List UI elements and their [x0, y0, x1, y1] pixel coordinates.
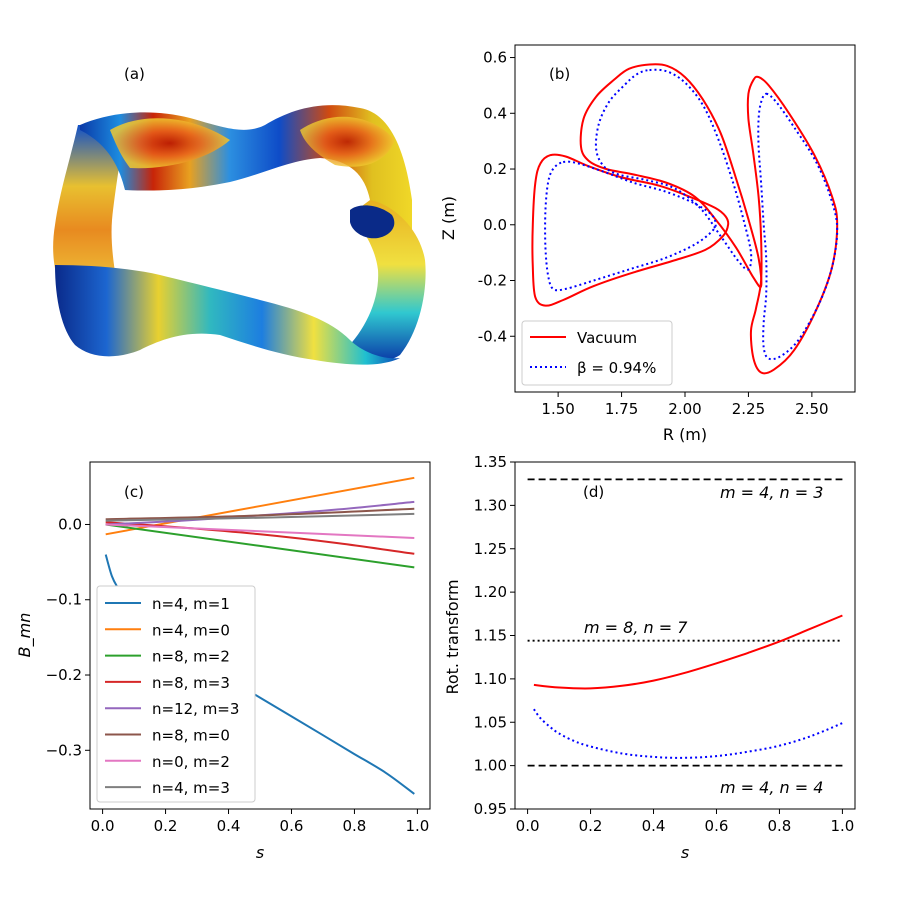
- chart-d-x-tick-label: 0.8: [768, 817, 792, 835]
- chart-d-x-tick-label: 0.4: [642, 817, 666, 835]
- surface-bottom-segment: [55, 265, 400, 365]
- chart-b-x-tick-label: 2.50: [795, 400, 828, 418]
- chart-c: 0.0 0.2 0.4 0.6 0.8 1.00.0−0.1−0.2−0.3 (c) s …: [15, 461, 431, 862]
- surface-hotspot-left: [110, 118, 230, 169]
- chart-d-ref-label-4-3: m = 4, n = 3: [720, 483, 823, 502]
- chart-d-y-tick-label: 1.15: [474, 627, 507, 645]
- stellarator-surface-illustration: [53, 105, 426, 365]
- chart-c-x-tick-label: 0.6: [280, 817, 304, 835]
- chart-b-series-vacuum-curve-2: [746, 75, 839, 375]
- chart-c-ticks: 0.0 0.2 0.4 0.6 0.8 1.0 0.0 −0.1 −0.2 −0.3: [46, 515, 430, 835]
- chart-c-frame: [89, 461, 431, 810]
- chart-b-series-beta-curve-2: [757, 92, 839, 361]
- chart-d-xlabel: s: [681, 843, 689, 862]
- chart-c-series-line: [105, 523, 415, 569]
- chart-d-y-tick-label: 1.35: [474, 453, 507, 471]
- chart-b-y-tick-label: 0.2: [483, 160, 507, 178]
- chart-c-legend-box: [96, 585, 256, 803]
- chart-d-x-tick-label: 0.2: [579, 817, 603, 835]
- chart-b-legend-vacuum: Vacuum: [577, 329, 637, 347]
- chart-d-ref-label-8-7: m = 8, n = 7: [584, 618, 688, 637]
- chart-c-legend-entry: n=4, m=3: [152, 779, 230, 797]
- chart-b-y-tick-label: -0.4: [478, 327, 507, 345]
- panel-a-label: (a): [124, 65, 145, 83]
- chart-b: 1.50 1.75 2.00 2.25 2.50 0.6 0.4 0.2 0.0 -0.2 -0.4…: [439, 44, 856, 444]
- chart-d-ticks: 0.0 0.2 0.4 0.6 0.8 1.0 1.35 1.30 1.25 1.20 1.15 1.…: [474, 453, 855, 835]
- chart-b-series-beta-curve-1: [544, 160, 717, 292]
- surface-left-segment: [53, 125, 125, 300]
- chart-d: 0.0 0.2 0.4 0.6 0.8 1.0 1.35 1.30 1.25 1.20 1.15 1.…: [443, 453, 856, 862]
- surface-twist-end: [350, 205, 395, 239]
- chart-b-xlabel: R (m): [663, 425, 707, 444]
- chart-b-x-tick-label: 2.00: [668, 400, 701, 418]
- chart-d-y-tick-label: 0.95: [474, 800, 507, 818]
- chart-b-plot-area: [531, 63, 839, 375]
- chart-c-legend-entry: n=8, m=0: [152, 727, 230, 745]
- chart-b-y-tick-label: 0.6: [483, 49, 507, 67]
- chart-c-legend-entry: n=12, m=3: [152, 700, 239, 718]
- chart-c-y-tick-label: −0.3: [46, 741, 82, 759]
- chart-d-x-tick-label: 0.6: [705, 817, 729, 835]
- chart-d-series-beta: [533, 708, 843, 759]
- chart-c-y-tick-label: −0.2: [46, 666, 82, 684]
- chart-c-series-line: [105, 507, 415, 521]
- chart-b-series-vacuum-curve-0: [579, 63, 763, 289]
- chart-c-y-tick-label: 0.0: [58, 515, 82, 533]
- chart-d-y-tick-label: 1.00: [474, 757, 507, 775]
- chart-b-y-tick-label: -0.2: [478, 272, 507, 290]
- chart-d-y-tick-label: 1.20: [474, 583, 507, 601]
- chart-c-series-line: [105, 512, 415, 522]
- chart-b-x-tick-label: 2.25: [732, 400, 765, 418]
- chart-d-ylabel: Rot. transform: [443, 579, 462, 694]
- chart-b-x-tick-label: 1.50: [541, 400, 574, 418]
- chart-d-y-tick-label: 1.30: [474, 496, 507, 514]
- surface-right-segment: [345, 200, 426, 362]
- chart-b-x-tick-label: 1.75: [605, 400, 638, 418]
- chart-d-panel-label: (d): [583, 483, 604, 501]
- chart-c-legend-entry: n=4, m=1: [152, 595, 230, 613]
- surface-hotspot-right: [300, 116, 395, 167]
- chart-d-y-tick-label: 1.10: [474, 670, 507, 688]
- chart-c-x-tick-label: 0.0: [91, 817, 115, 835]
- chart-c-legend: n=4, m=1 n=4, m=0 n=8, m=2 n=8, m=3 n=12, m=…: [96, 585, 256, 803]
- chart-d-y-tick-label: 1.25: [474, 540, 507, 558]
- chart-c-x-tick-label: 0.4: [217, 817, 241, 835]
- chart-c-legend-entry: n=4, m=0: [152, 621, 230, 639]
- chart-b-y-tick-label: 0.4: [483, 104, 507, 122]
- chart-c-x-tick-label: 0.8: [343, 817, 367, 835]
- chart-c-y-tick-label: −0.1: [46, 591, 82, 609]
- chart-c-x-tick-label: 1.0: [405, 817, 429, 835]
- chart-d-series-vacuum: [533, 614, 843, 690]
- chart-c-ylabel: B_mn: [15, 613, 35, 658]
- chart-b-legend-beta: β = 0.94%: [577, 359, 656, 377]
- chart-c-legend-entry: n=8, m=3: [152, 674, 230, 692]
- chart-c-x-tick-label: 0.2: [154, 817, 178, 835]
- chart-b-panel-label: (b): [549, 65, 570, 83]
- chart-c-legend-entry: n=8, m=2: [152, 648, 230, 666]
- chart-d-y-tick-label: 1.05: [474, 713, 507, 731]
- chart-c-xlabel: s: [256, 843, 264, 862]
- chart-c-panel-label: (c): [124, 483, 144, 501]
- chart-b-ylabel: Z (m): [439, 196, 458, 240]
- chart-d-ref-label-4-4: m = 4, n = 4: [720, 778, 823, 797]
- chart-c-series-line: [105, 521, 415, 555]
- chart-b-series-beta-curve-0: [594, 68, 753, 271]
- chart-c-series-line: [105, 523, 415, 539]
- chart-d-x-tick-label: 1.0: [830, 817, 854, 835]
- chart-b-ticks: 1.50 1.75 2.00 2.25 2.50 0.6 0.4 0.2 0.0 -0.2 -0.4: [478, 49, 829, 418]
- chart-b-legend: Vacuum β = 0.94%: [521, 320, 673, 386]
- chart-b-y-tick-label: 0.0: [483, 216, 507, 234]
- chart-b-series-vacuum-curve-1: [531, 153, 730, 307]
- chart-d-x-tick-label: 0.0: [516, 817, 540, 835]
- chart-d-plot-area: [527, 478, 843, 767]
- chart-c-legend-entry: n=0, m=2: [152, 753, 230, 771]
